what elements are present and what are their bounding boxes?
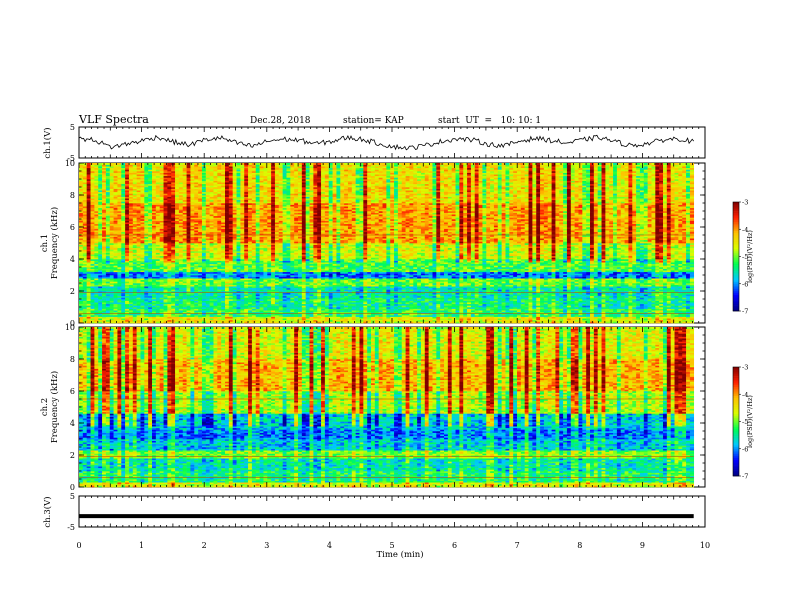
station-label: station= KAP	[343, 116, 404, 126]
vlf-figure: VLF Spectra Dec.28, 2018 station= KAP st…	[0, 0, 792, 612]
date-label: Dec.28, 2018	[250, 116, 311, 126]
start-time-label: start UT = 10: 10: 1	[438, 116, 541, 126]
figure-title: VLF Spectra	[78, 113, 149, 126]
ch1-spectrogram	[79, 163, 694, 323]
